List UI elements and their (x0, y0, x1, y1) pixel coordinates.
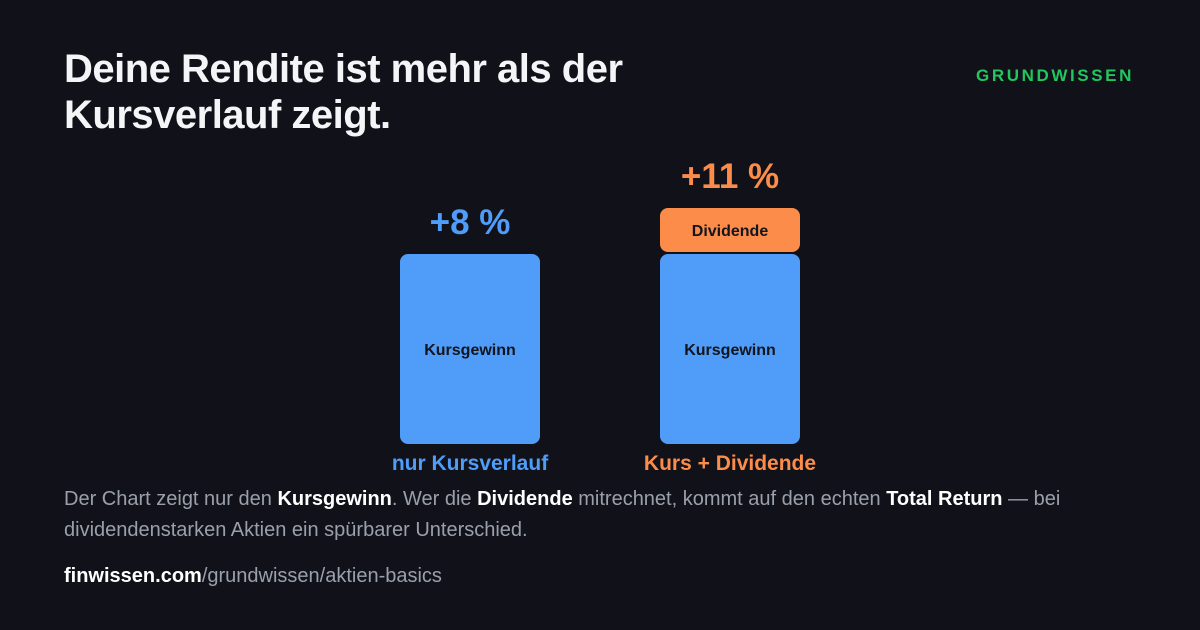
bar-segment-2-dividende (660, 208, 800, 252)
caption-text-4: — bei dividendenstarken Aktien ein spürb… (64, 488, 1061, 541)
bar-segment-2-kursgewinn (660, 254, 800, 444)
headline-line-2: Kursverlauf zeigt. (64, 93, 391, 137)
caption-text-1: Der Chart zeigt nur den (64, 488, 278, 510)
category-label-2: Kurs + Dividende (644, 452, 816, 475)
url-domain: finwissen.com (64, 565, 202, 587)
category-label-1: nur Kursverlauf (392, 452, 549, 475)
source-url[interactable]: finwissen.com/grundwissen/aktien-basics (64, 562, 442, 590)
bar-segment-label-2-dividende: Dividende (692, 223, 769, 240)
caption-bold-total-return: Total Return (886, 488, 1003, 510)
caption-bold-kursgewinn: Kursgewinn (277, 488, 392, 510)
headline: Deine Rendite ist mehr als der Kursverla… (64, 46, 704, 138)
caption-text-3: mitrechnet, kommt auf den echten (572, 488, 887, 510)
brand-label: GRUNDWISSEN (976, 66, 1134, 85)
headline-line-1: Deine Rendite ist mehr als der (64, 47, 623, 91)
bar-segment-1-kursgewinn (400, 254, 540, 444)
caption-bold-dividende: Dividende (477, 488, 573, 510)
bar-segment-label-1-kursgewinn: Kursgewinn (424, 342, 516, 359)
bar-segment-label-2-kursgewinn: Kursgewinn (684, 342, 776, 359)
caption-text-2: . Wer die (391, 488, 478, 510)
url-path: /grundwissen/aktien-basics (201, 565, 442, 587)
bar-total-label-2: +11 % (681, 157, 779, 196)
caption: Der Chart zeigt nur den Kursgewinn. Wer … (64, 484, 1144, 546)
bar-total-label-1: +8 % (430, 203, 511, 242)
